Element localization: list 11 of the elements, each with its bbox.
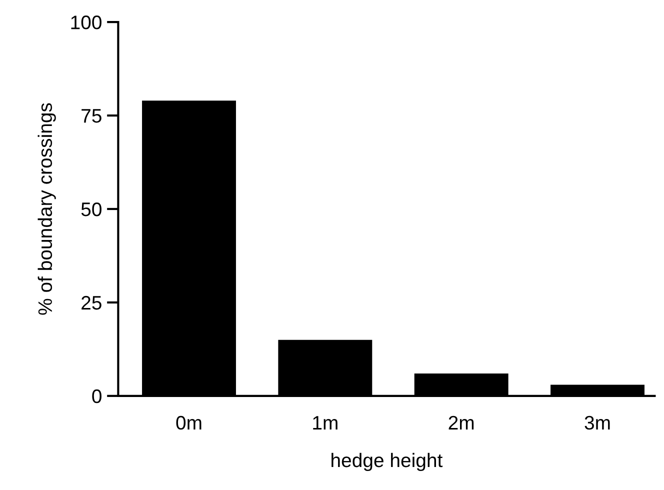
x-tick-label: 1m (313, 416, 338, 430)
y-tick-label: 75 (82, 109, 102, 123)
x-tick-label: 3m (584, 416, 610, 430)
y-tick-label: 0 (92, 389, 102, 404)
y-tick-label: 100 (71, 16, 102, 30)
x-tick-label: 0m (176, 416, 202, 430)
y-axis-title: % of boundary crossings (38, 103, 56, 315)
x-axis-title: hedge height (332, 452, 443, 472)
x-tick-label: 2m (448, 416, 474, 430)
y-tick-label: 50 (81, 202, 102, 216)
y-tick-label: 25 (82, 296, 102, 310)
